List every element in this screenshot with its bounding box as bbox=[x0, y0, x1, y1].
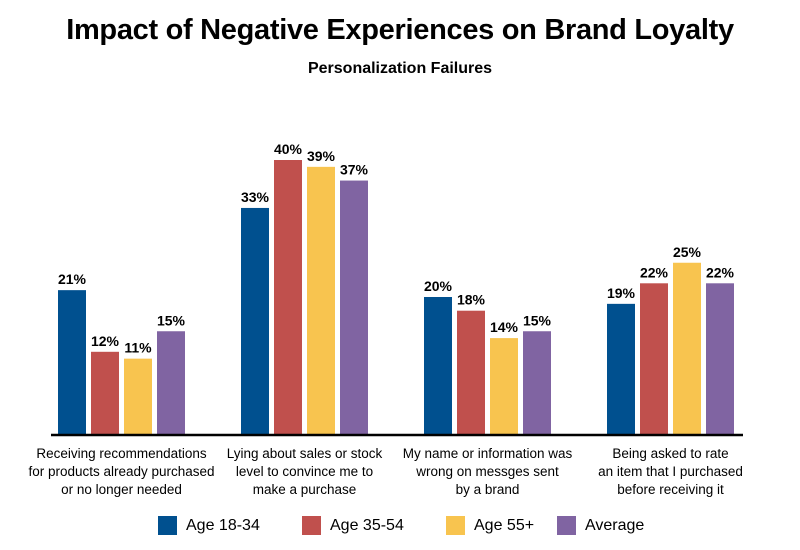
data-label: 33% bbox=[241, 189, 270, 205]
category-label: for products already purchased bbox=[28, 464, 214, 479]
category-label: an item that I purchased bbox=[598, 464, 743, 479]
bar-age-18-34-cat-2 bbox=[241, 207, 269, 434]
category-label: by a brand bbox=[456, 482, 520, 497]
bar-age-18-34-cat-1 bbox=[58, 290, 86, 434]
legend-swatch bbox=[302, 516, 321, 535]
bar-age-35-54-cat-4 bbox=[640, 283, 668, 434]
legend-label: Average bbox=[585, 516, 645, 534]
category-label: Lying about sales or stock bbox=[227, 446, 383, 461]
category-label: before receiving it bbox=[617, 482, 724, 497]
data-label: 12% bbox=[91, 333, 120, 349]
data-label: 22% bbox=[640, 264, 669, 280]
legend-item-age-35-54: Age 35-54 bbox=[302, 516, 404, 535]
legend-item-age-18-34: Age 18-34 bbox=[158, 516, 260, 535]
data-label: 21% bbox=[58, 271, 87, 287]
bar-average-cat-1 bbox=[157, 331, 185, 434]
data-label: 37% bbox=[340, 162, 369, 178]
data-label: 18% bbox=[457, 292, 486, 308]
data-label: 15% bbox=[523, 312, 552, 328]
data-label: 40% bbox=[274, 141, 303, 157]
category-label: level to convince me to bbox=[236, 464, 373, 479]
bar-age-35-54-cat-1 bbox=[91, 351, 119, 434]
legend-label: Age 55+ bbox=[474, 516, 535, 534]
legend-item-average: Average bbox=[557, 516, 644, 535]
bar-age-18-34-cat-4 bbox=[607, 303, 635, 434]
bar-average-cat-3 bbox=[523, 331, 551, 434]
bar-age-55--cat-2 bbox=[307, 166, 335, 434]
data-label: 25% bbox=[673, 244, 702, 260]
legend-label: Age 35-54 bbox=[330, 516, 404, 534]
legend-swatch bbox=[158, 516, 177, 535]
bar-age-35-54-cat-3 bbox=[457, 310, 485, 434]
data-label: 39% bbox=[307, 148, 336, 164]
category-label: Being asked to rate bbox=[612, 446, 728, 461]
category-label: make a purchase bbox=[253, 482, 357, 497]
category-label: Receiving recommendations bbox=[36, 446, 207, 461]
legend-item-age-55-plus: Age 55+ bbox=[446, 516, 534, 535]
data-label: 20% bbox=[424, 278, 453, 294]
chart-title: Impact of Negative Experiences on Brand … bbox=[66, 14, 734, 46]
category-label: or no longer needed bbox=[61, 482, 182, 497]
category-label: My name or information was bbox=[403, 446, 573, 461]
chart-subtitle: Personalization Failures bbox=[307, 60, 493, 77]
bar-age-55--cat-4 bbox=[673, 262, 701, 434]
bar-average-cat-4 bbox=[706, 283, 734, 434]
bar-average-cat-2 bbox=[340, 180, 368, 434]
legend: Age 18-34 Age 35-54 Age 55+ Average bbox=[0, 516, 800, 540]
data-label: 22% bbox=[706, 264, 735, 280]
data-label: 19% bbox=[607, 285, 636, 301]
data-label: 15% bbox=[157, 312, 186, 328]
data-label: 11% bbox=[124, 340, 152, 356]
category-label: wrong on messges sent bbox=[415, 464, 559, 479]
bar-age-35-54-cat-2 bbox=[274, 160, 302, 434]
legend-swatch bbox=[557, 516, 576, 535]
bar-age-55--cat-3 bbox=[490, 338, 518, 434]
data-label: 14% bbox=[490, 319, 519, 335]
bar-age-55--cat-1 bbox=[124, 358, 152, 434]
bar-age-18-34-cat-3 bbox=[424, 297, 452, 434]
legend-swatch bbox=[446, 516, 465, 535]
legend-label: Age 18-34 bbox=[186, 516, 260, 534]
